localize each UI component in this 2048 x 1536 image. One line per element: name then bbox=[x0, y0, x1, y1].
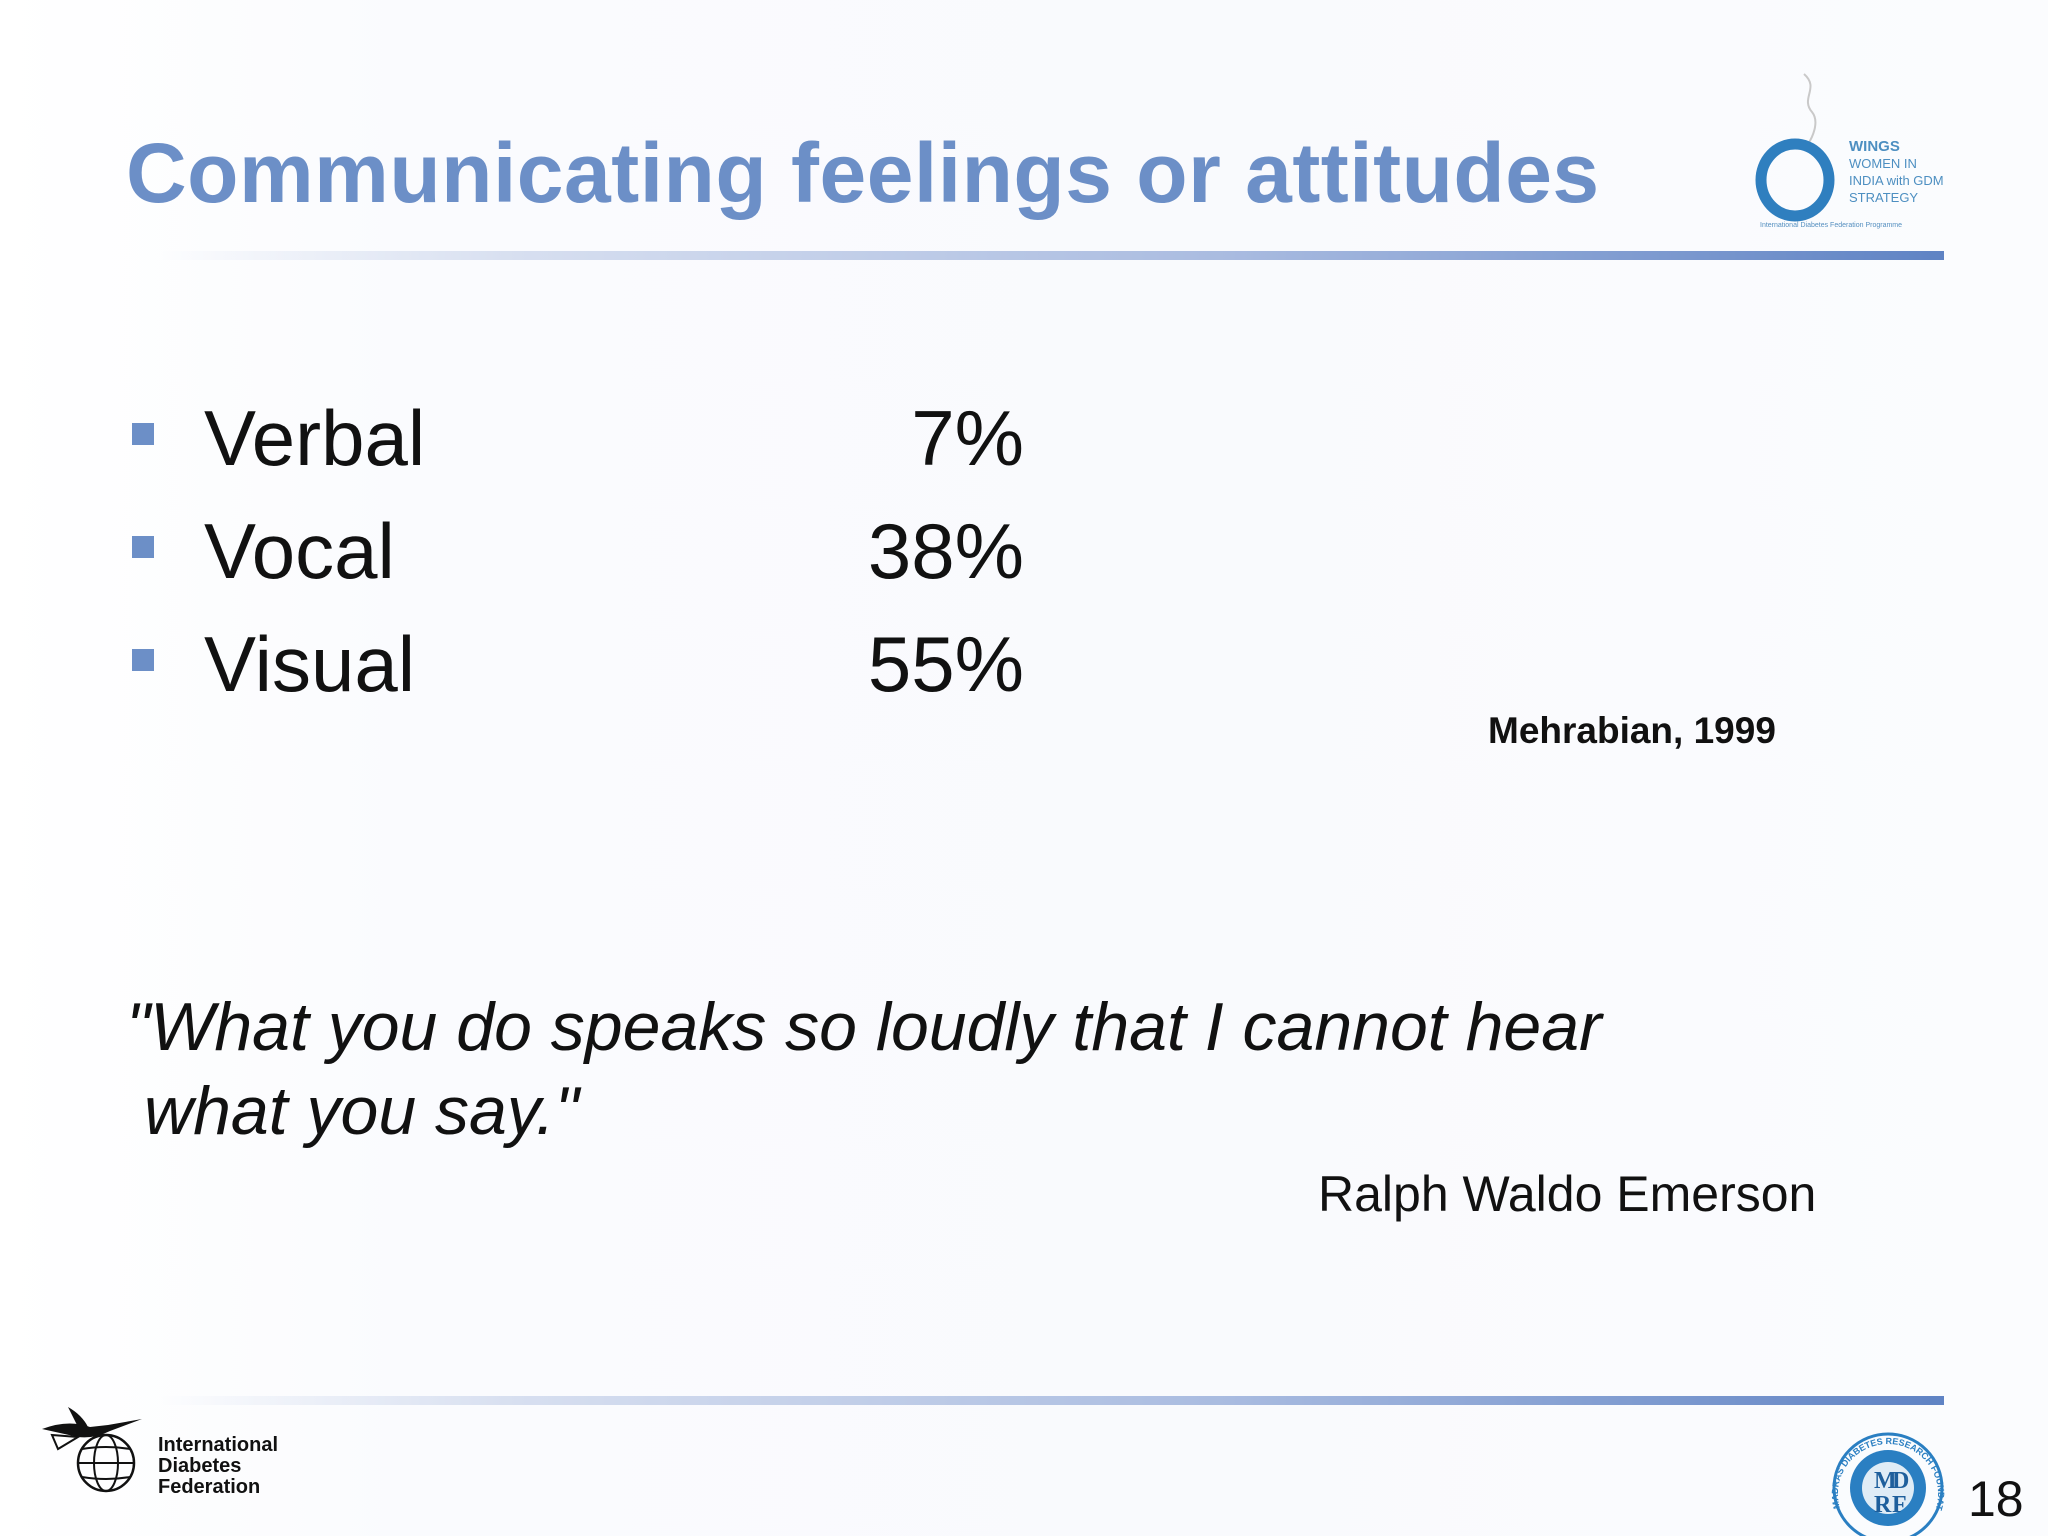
mdrf-seal-logo: M D R F MADRAS DIABETES RESEARCH FOUNDAT… bbox=[1778, 1408, 1946, 1536]
wings-line-4: STRATEGY bbox=[1849, 190, 1919, 205]
bullet-label: Vocal bbox=[204, 507, 395, 595]
bullet-item: Visual 55% bbox=[126, 619, 1024, 732]
citation: Mehrabian, 1999 bbox=[1488, 710, 1776, 751]
svg-text:F: F bbox=[1892, 1492, 1907, 1518]
bullet-item: Vocal 38% bbox=[126, 506, 1024, 619]
bullet-square-icon bbox=[132, 423, 154, 445]
quote: "What you do speaks so loudly that I can… bbox=[126, 985, 1726, 1153]
quote-line-1: "What you do speaks so loudly that I can… bbox=[126, 989, 1602, 1065]
bullet-value: 38% bbox=[867, 507, 1024, 595]
bullet-square-icon bbox=[132, 649, 154, 671]
wings-logo bbox=[1755, 73, 1835, 222]
bullet-square-icon bbox=[132, 536, 154, 558]
slide-title: Communicating feelings or attitudes bbox=[126, 126, 1600, 220]
page-number: 18 bbox=[1968, 1471, 2024, 1527]
bullet-list: Verbal 7% Vocal 38% Visual 55% bbox=[126, 393, 1024, 732]
footer-divider bbox=[160, 1396, 1944, 1405]
idf-line-2: Diabetes bbox=[158, 1455, 242, 1477]
bullet-value: 7% bbox=[911, 394, 1024, 482]
quote-author: Ralph Waldo Emerson bbox=[1318, 1166, 1817, 1222]
wings-subtitle: International Diabetes Federation Progra… bbox=[1760, 222, 1903, 229]
idf-line-3: Federation bbox=[158, 1476, 261, 1498]
idf-hummingbird-globe-icon bbox=[42, 1407, 142, 1493]
bullet-item: Verbal 7% bbox=[126, 393, 1024, 506]
title-divider bbox=[160, 251, 1944, 260]
bullet-label: Verbal bbox=[204, 394, 426, 482]
svg-text:D: D bbox=[1892, 1468, 1909, 1494]
svg-text:R: R bbox=[1874, 1492, 1892, 1518]
bullet-label: Visual bbox=[204, 620, 416, 708]
wings-logo-text: WINGS WOMEN IN INDIA with GDM STRATEGY bbox=[1849, 138, 1944, 206]
svg-text:M: M bbox=[1874, 1468, 1897, 1494]
quote-line-2: what you say." bbox=[144, 1073, 579, 1149]
wings-line-1: WINGS bbox=[1849, 138, 1900, 155]
wings-line-3: INDIA with GDM bbox=[1849, 173, 1944, 188]
idf-logo-text: International Diabetes Federation bbox=[158, 1435, 278, 1498]
idf-line-1: International bbox=[158, 1434, 279, 1456]
wings-line-2: WOMEN IN bbox=[1849, 156, 1917, 171]
bullet-value: 55% bbox=[867, 620, 1024, 708]
